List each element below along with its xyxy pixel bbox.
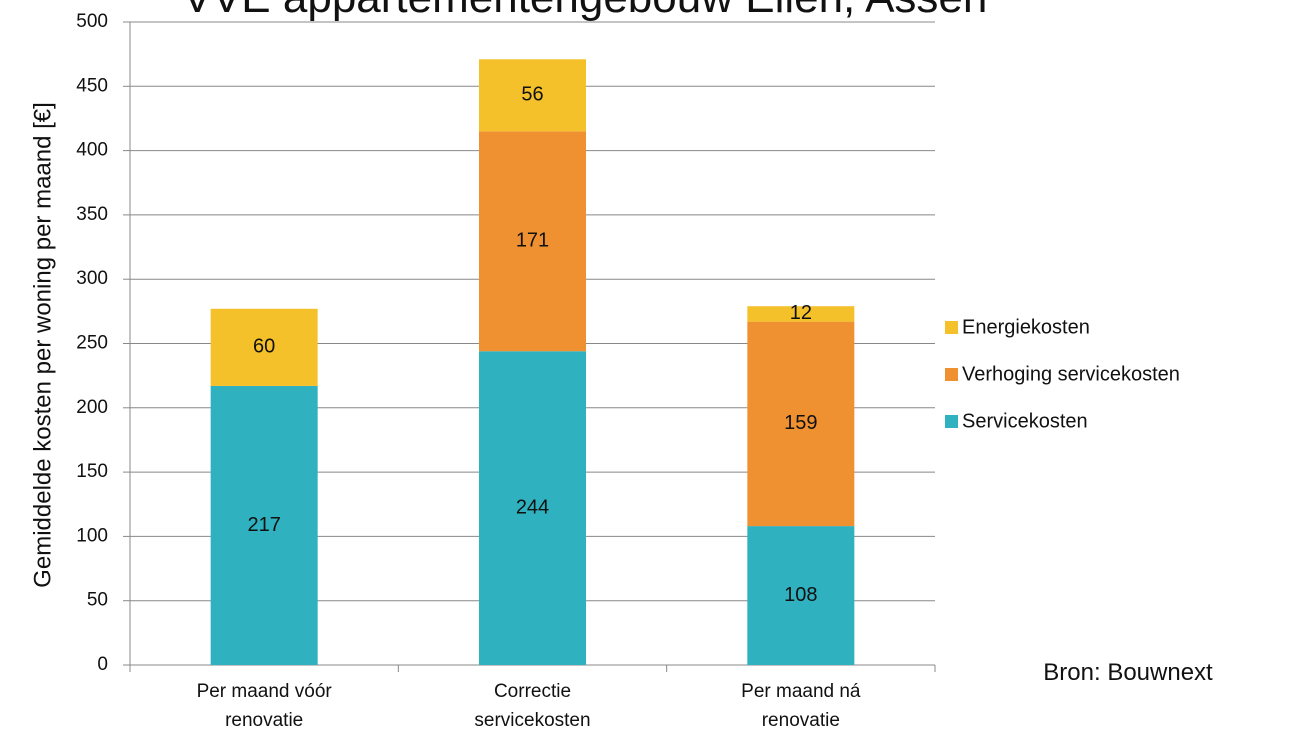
bar-segment	[747, 526, 855, 665]
y-tick-label: 200	[76, 397, 108, 418]
y-tick-label: 350	[76, 204, 108, 225]
bar-segment	[479, 131, 586, 352]
source-note: Bron: Bouwnext	[1043, 659, 1213, 686]
y-tick-label: 500	[76, 11, 108, 32]
data-label: 108	[784, 584, 817, 606]
y-tick-label: 100	[76, 525, 108, 546]
y-tick-label: 0	[97, 654, 108, 675]
x-tick-label: Per maand vóór renovatie	[197, 681, 333, 731]
y-tick-label: 150	[76, 461, 108, 482]
x-tick-label: Per maand ná renovatie	[741, 681, 861, 731]
y-tick-label: 50	[87, 590, 108, 611]
legend-label: Servicekosten	[962, 410, 1088, 432]
y-tick-label: 300	[76, 268, 108, 289]
legend-label: Energiekosten	[962, 316, 1090, 338]
bar-segment	[210, 308, 318, 386]
data-label: 159	[784, 412, 817, 434]
data-label: 56	[521, 84, 543, 106]
bar-segment	[747, 306, 855, 322]
bar-segment	[210, 385, 318, 665]
bar-segment	[479, 59, 586, 132]
data-label: 244	[516, 496, 549, 518]
data-label: 171	[516, 230, 549, 252]
data-label: 12	[790, 302, 812, 324]
data-label: 60	[253, 336, 275, 358]
legend-swatch	[945, 321, 958, 334]
data-label: 217	[247, 514, 280, 536]
legend-label: Verhoging servicekosten	[962, 363, 1180, 385]
legend-swatch	[945, 368, 958, 381]
chart-title: VVE appartementengebouw Ellen, Assen	[183, 0, 988, 22]
y-tick-label: 400	[76, 140, 108, 161]
y-tick-label: 450	[76, 75, 108, 96]
x-tick-label: Correctie servicekosten	[474, 681, 590, 731]
bar-segment	[479, 351, 586, 665]
bar-segment	[747, 321, 855, 527]
y-tick-label: 250	[76, 333, 108, 354]
y-axis-label: Gemiddelde kosten per woning per maand […	[29, 102, 56, 588]
legend-swatch	[945, 415, 958, 428]
